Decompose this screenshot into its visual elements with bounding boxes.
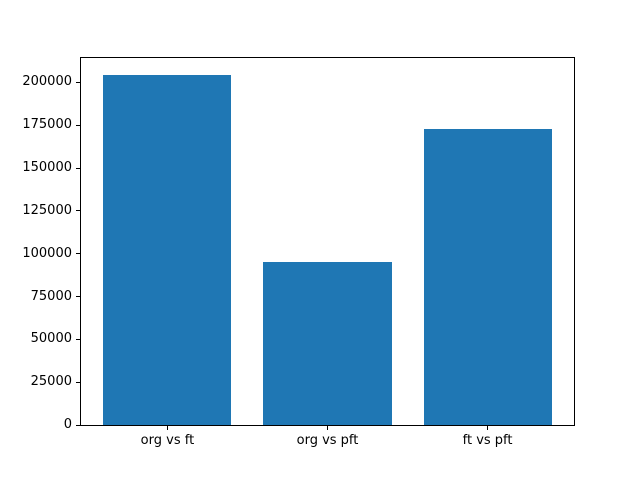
y-tick-label: 100000 [22, 245, 72, 261]
bar-org-vs-ft [103, 75, 232, 425]
x-tick-label: ft vs pft [462, 433, 513, 448]
y-tick-mark [76, 296, 80, 297]
y-tick-mark [76, 81, 80, 83]
y-tick-mark [76, 338, 80, 340]
y-tick-mark [76, 381, 80, 383]
bar-org-vs-pft [263, 262, 392, 425]
bars-layer [81, 58, 574, 425]
x-tick-label: org vs pft [296, 433, 359, 448]
x-tick-label: org vs ft [140, 433, 195, 448]
y-tick-label: 200000 [22, 74, 72, 90]
x-tick-mark [487, 426, 489, 430]
y-tick-mark [76, 167, 80, 169]
y-tick-mark [76, 424, 80, 426]
x-tick-mark [166, 426, 168, 430]
y-tick-label: 125000 [22, 202, 72, 218]
y-tick-label: 0 [63, 417, 72, 432]
x-axis-layer: org vs ft org vs pft ft vs pft [81, 58, 574, 448]
y-axis-layer: 0 25000 50000 75000 100000 125000 150000 175000… [22, 58, 574, 432]
plot-axes: 0 25000 50000 75000 100000 125000 150000 175000… [22, 57, 575, 448]
y-tick-label: 25000 [30, 374, 72, 390]
y-tick-label: 175000 [22, 117, 72, 133]
y-tick-label: 50000 [30, 331, 72, 347]
bar-ft-vs-pft [423, 128, 552, 425]
y-tick-mark [76, 253, 80, 255]
y-tick-label: 75000 [30, 288, 72, 304]
y-tick-mark [76, 124, 80, 126]
y-tick-mark [76, 210, 80, 212]
x-tick-mark [327, 426, 328, 430]
y-tick-label: 150000 [22, 160, 72, 175]
